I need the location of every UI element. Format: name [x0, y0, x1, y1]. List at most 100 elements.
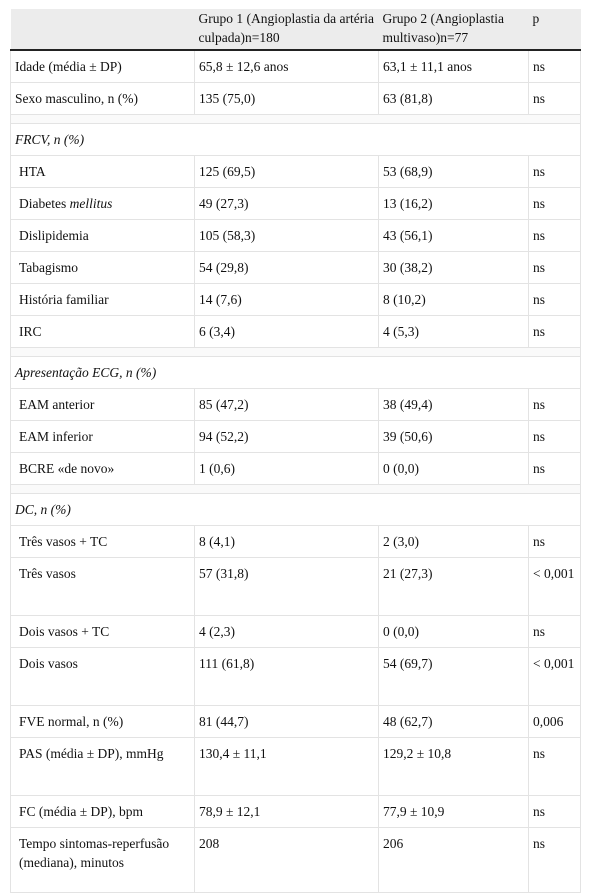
group1-value: 105 (58,3): [194, 219, 379, 252]
group2-value: 54 (69,7): [378, 647, 529, 706]
p-value: ns: [528, 187, 581, 220]
table-row: FVE normal, n (%) 81 (44,7) 48 (62,7) 0,…: [10, 705, 581, 738]
section-header-dc: DC, n (%): [10, 493, 581, 526]
section-header-ecg: Apresentação ECG, n (%): [10, 356, 581, 389]
group2-value: 63 (81,8): [378, 82, 529, 115]
table-row: Dislipidemia 105 (58,3) 43 (56,1) ns: [10, 219, 581, 252]
p-value: ns: [528, 452, 581, 485]
table-row: HTA 125 (69,5) 53 (68,9) ns: [10, 155, 581, 188]
group1-value: 111 (61,8): [194, 647, 379, 706]
table-row: Tempo sintomas-reperfusão (mediana), min…: [10, 827, 581, 893]
group2-value: 4 (5,3): [378, 315, 529, 348]
group1-value: 8 (4,1): [194, 525, 379, 558]
table-row: Dois vasos + TC 4 (2,3) 0 (0,0) ns: [10, 615, 581, 648]
group2-value: 0 (0,0): [378, 615, 529, 648]
row-label: Sexo masculino, n (%): [10, 82, 195, 115]
header-row: Grupo 1 (Angioplastia da artéria culpada…: [10, 9, 581, 51]
p-value: ns: [528, 795, 581, 828]
table-row: EAM inferior 94 (52,2) 39 (50,6) ns: [10, 420, 581, 453]
group2-value: 21 (27,3): [378, 557, 529, 616]
group1-value: 81 (44,7): [194, 705, 379, 738]
header-label: [10, 9, 195, 51]
table-row: EAM anterior 85 (47,2) 38 (49,4) ns: [10, 388, 581, 421]
group1-value: 125 (69,5): [194, 155, 379, 188]
p-value: ns: [528, 388, 581, 421]
p-value: ns: [528, 827, 581, 893]
row-label: História familiar: [10, 283, 195, 316]
row-label-italic: mellitus: [69, 196, 113, 211]
group2-value: 48 (62,7): [378, 705, 529, 738]
p-value: 0,006: [528, 705, 581, 738]
table-row: Diabetes mellitus 49 (27,3) 13 (16,2) ns: [10, 187, 581, 220]
header-p: p: [528, 9, 581, 51]
p-value: ns: [528, 283, 581, 316]
group2-value: 38 (49,4): [378, 388, 529, 421]
group1-value: 130,4 ± 11,1: [194, 737, 379, 796]
p-value: ns: [528, 251, 581, 284]
group1-value: 94 (52,2): [194, 420, 379, 453]
row-label: PAS (média ± DP), mmHg: [10, 737, 195, 796]
group1-value: 78,9 ± 12,1: [194, 795, 379, 828]
p-value: ns: [528, 420, 581, 453]
table-row: BCRE «de novo» 1 (0,6) 0 (0,0) ns: [10, 452, 581, 485]
table-row: Dois vasos 111 (61,8) 54 (69,7) < 0,001: [10, 647, 581, 706]
row-label: HTA: [10, 155, 195, 188]
row-label: EAM anterior: [10, 388, 195, 421]
p-value: ns: [528, 315, 581, 348]
row-label: Tempo sintomas-reperfusão (mediana), min…: [10, 827, 195, 893]
row-label: Tabagismo: [10, 251, 195, 284]
group1-value: 49 (27,3): [194, 187, 379, 220]
section-title: DC, n (%): [10, 493, 581, 526]
row-label: Idade (média ± DP): [10, 49, 195, 83]
p-value: < 0,001: [528, 647, 581, 706]
table-row: FC (média ± DP), bpm 78,9 ± 12,1 77,9 ± …: [10, 795, 581, 828]
p-value: ns: [528, 615, 581, 648]
p-value: ns: [528, 155, 581, 188]
table-row: Três vasos + TC 8 (4,1) 2 (3,0) ns: [10, 525, 581, 558]
group2-value: 53 (68,9): [378, 155, 529, 188]
group2-value: 129,2 ± 10,8: [378, 737, 529, 796]
p-value: < 0,001: [528, 557, 581, 616]
header-group2: Grupo 2 (Angioplastia multivaso)n=77: [378, 9, 529, 51]
spacer-row: [10, 114, 581, 124]
group1-value: 65,8 ± 12,6 anos: [194, 49, 379, 83]
row-label: BCRE «de novo»: [10, 452, 195, 485]
section-title: FRCV, n (%): [10, 123, 581, 156]
row-label: Dislipidemia: [10, 219, 195, 252]
row-label: Diabetes mellitus: [10, 187, 195, 220]
group2-value: 30 (38,2): [378, 251, 529, 284]
row-label-text: Diabetes: [19, 196, 67, 211]
group2-value: 0 (0,0): [378, 452, 529, 485]
group1-value: 1 (0,6): [194, 452, 379, 485]
table-row: Tabagismo 54 (29,8) 30 (38,2) ns: [10, 251, 581, 284]
table-row: História familiar 14 (7,6) 8 (10,2) ns: [10, 283, 581, 316]
spacer-row: [10, 347, 581, 357]
section-header-frcv: FRCV, n (%): [10, 123, 581, 156]
group2-value: 43 (56,1): [378, 219, 529, 252]
group2-value: 39 (50,6): [378, 420, 529, 453]
row-label: FVE normal, n (%): [10, 705, 195, 738]
group2-value: 2 (3,0): [378, 525, 529, 558]
row-label: Dois vasos: [10, 647, 195, 706]
group2-value: 8 (10,2): [378, 283, 529, 316]
group1-value: 4 (2,3): [194, 615, 379, 648]
row-label: Dois vasos + TC: [10, 615, 195, 648]
table-row: Sexo masculino, n (%) 135 (75,0) 63 (81,…: [10, 82, 581, 115]
p-value: ns: [528, 219, 581, 252]
group1-value: 57 (31,8): [194, 557, 379, 616]
p-value: ns: [528, 82, 581, 115]
table-row: PAS (média ± DP), mmHg 130,4 ± 11,1 129,…: [10, 737, 581, 796]
p-value: ns: [528, 525, 581, 558]
group1-value: 208: [194, 827, 379, 893]
p-value: ns: [528, 49, 581, 83]
table-row: IRC 6 (3,4) 4 (5,3) ns: [10, 315, 581, 348]
group2-value: 77,9 ± 10,9: [378, 795, 529, 828]
section-title: Apresentação ECG, n (%): [10, 356, 581, 389]
group1-value: 14 (7,6): [194, 283, 379, 316]
row-label: EAM inferior: [10, 420, 195, 453]
group2-value: 206: [378, 827, 529, 893]
table-row: Idade (média ± DP) 65,8 ± 12,6 anos 63,1…: [10, 49, 581, 83]
group2-value: 63,1 ± 11,1 anos: [378, 49, 529, 83]
group1-value: 54 (29,8): [194, 251, 379, 284]
header-group1: Grupo 1 (Angioplastia da artéria culpada…: [194, 9, 379, 51]
